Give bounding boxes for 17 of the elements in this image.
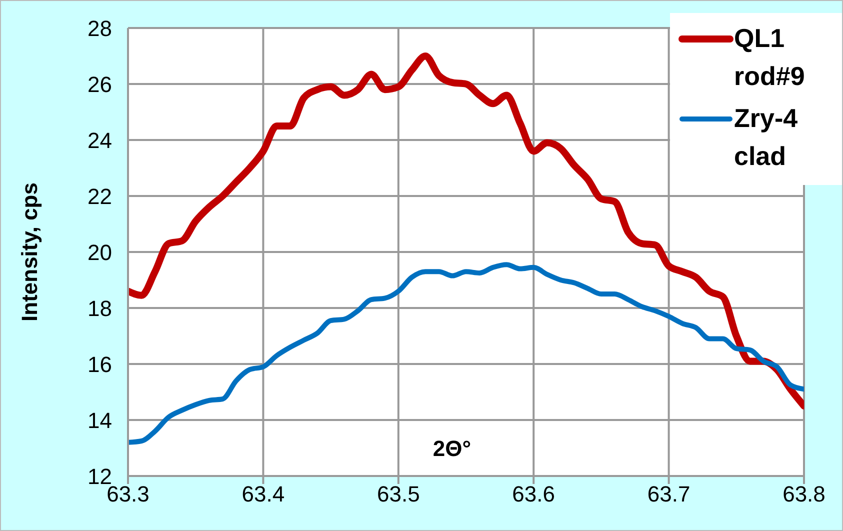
legend-label: Zry-4 clad [734,102,799,173]
x-tick-label: 63.7 [647,482,690,507]
y-tick-label: 24 [88,128,112,153]
y-axis-title: Intensity, cps [16,182,42,322]
x-axis-title: 2Θ° [432,436,472,461]
y-tick-label: 20 [88,240,112,265]
legend-label: QL1 rod#9 [734,22,806,93]
y-tick-label: 18 [88,296,112,321]
x-tick-label: 63.4 [242,482,285,507]
y-tick-label: 28 [88,16,112,41]
x-tick-label: 63.5 [376,482,420,507]
y-tick-label: 16 [88,352,112,377]
y-tick-label: 26 [88,72,112,97]
x-tick-label: 63.8 [782,482,826,507]
x-tick-label: 63.6 [512,482,556,507]
y-tick-label: 14 [88,408,112,433]
y-tick-label: 22 [88,184,112,209]
